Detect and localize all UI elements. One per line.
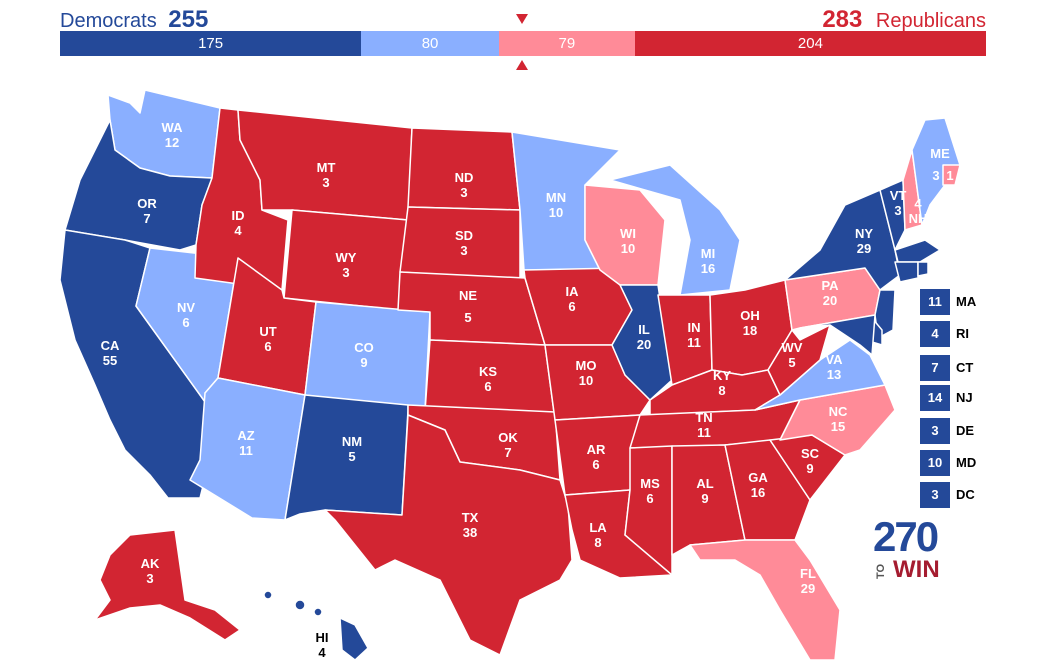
- democrats-label: Democrats 255: [60, 6, 208, 34]
- label-la: LA 8: [589, 520, 607, 550]
- small-state-abbr: DC: [956, 487, 975, 502]
- state-ct[interactable]: [894, 261, 919, 283]
- bar-lean-dem[interactable]: 80: [361, 31, 499, 56]
- label-ms: MS 6: [640, 476, 660, 506]
- republicans-label: 283 Republicans: [822, 6, 986, 34]
- state-hi-island-3[interactable]: [313, 607, 323, 617]
- results-header: Democrats 255 283 Republicans: [60, 4, 986, 34]
- label-il: IL 20: [637, 322, 651, 352]
- bar-safe-rep[interactable]: 204: [634, 31, 986, 56]
- state-md[interactable]: [799, 314, 876, 356]
- label-hi: HI 4: [316, 630, 329, 660]
- label-ky: KY 8: [713, 368, 731, 398]
- state-me-district-2[interactable]: [942, 164, 961, 186]
- label-wa: WA 12: [162, 120, 184, 150]
- democrats-total: 255: [168, 6, 209, 33]
- small-state-abbr: RI: [956, 326, 969, 341]
- label-ca: CA 55: [101, 338, 120, 368]
- label-ak: AK 3: [141, 556, 160, 586]
- label-mn: MN 10: [546, 190, 566, 220]
- label-ia: IA 6: [566, 284, 580, 314]
- label-co: CO 9: [354, 340, 374, 370]
- state-hi[interactable]: [339, 617, 369, 661]
- us-electoral-map: WA 12 OR 7 CA 55 NV 6 ID 4 MT 3 WY 3 UT 6 AZ 11 C…: [59, 89, 961, 661]
- label-az: AZ 11: [237, 428, 254, 458]
- 270towin-logo[interactable]: 270 TO WIN: [873, 516, 945, 582]
- label-tx: TX 38: [462, 510, 479, 540]
- logo-number: 270: [873, 513, 939, 560]
- label-al: AL 9: [696, 476, 713, 506]
- label-nm: NM 5: [342, 434, 362, 464]
- label-wv: WV 5: [782, 340, 803, 370]
- logo-to: TO: [875, 563, 887, 579]
- label-nv: NV 6: [177, 300, 195, 330]
- label-sd: SD 3: [455, 228, 473, 258]
- small-state-abbr: MA: [956, 294, 977, 309]
- label-ks: KS 6: [479, 364, 497, 394]
- label-nh: 4 NH: [909, 196, 928, 226]
- small-state-ev: 3: [920, 482, 950, 508]
- small-state-abbr: NJ: [956, 390, 973, 405]
- small-state-abbr: DE: [956, 423, 975, 438]
- label-me: ME 3: [930, 146, 950, 183]
- republicans-total: 283: [822, 6, 863, 33]
- label-mo: MO 10: [576, 358, 597, 388]
- label-pa: PA 20: [821, 278, 839, 308]
- label-ga: GA 16: [748, 470, 768, 500]
- logo-win: WIN: [893, 556, 940, 583]
- bar-safe-dem[interactable]: 175: [60, 31, 362, 56]
- state-ri[interactable]: [917, 261, 929, 277]
- bar-lean-rep[interactable]: 79: [498, 31, 635, 56]
- label-wy: WY 3: [336, 250, 357, 280]
- state-nj[interactable]: [874, 289, 896, 339]
- small-state-ev: 7: [920, 355, 950, 381]
- democrats-name: Democrats: [60, 10, 157, 32]
- state-ga[interactable]: [724, 439, 811, 541]
- label-vt: VT 3: [890, 188, 907, 218]
- label-ar: AR 6: [587, 442, 606, 472]
- label-me-district-2: 1: [946, 168, 953, 183]
- state-nm[interactable]: [284, 394, 409, 521]
- label-wi: WI 10: [620, 226, 636, 256]
- label-in: IN 11: [687, 320, 701, 350]
- label-fl: FL 29: [800, 566, 816, 596]
- small-state-ev: 14: [920, 385, 950, 411]
- small-state-ev: 3: [920, 418, 950, 444]
- majority-marker-top-icon: [516, 14, 528, 24]
- state-ms[interactable]: [624, 445, 673, 576]
- label-va: VA 13: [825, 352, 843, 382]
- small-state-ev: 11: [920, 289, 950, 315]
- label-ny: NY 29: [855, 226, 873, 256]
- state-ak[interactable]: [94, 529, 241, 641]
- label-nd: ND 3: [455, 170, 474, 200]
- state-hi-island-1[interactable]: [263, 590, 273, 600]
- label-sc: SC 9: [801, 446, 820, 476]
- label-id: ID 4: [232, 208, 245, 238]
- label-tn: TN 11: [695, 410, 712, 440]
- small-state-abbr: MD: [956, 455, 977, 470]
- label-ok: OK 7: [498, 430, 518, 460]
- label-nc: NC 15: [829, 404, 848, 434]
- majority-marker-bottom-icon: [516, 60, 528, 70]
- state-tx[interactable]: [324, 414, 573, 656]
- label-or: OR 7: [137, 196, 157, 226]
- state-ma[interactable]: [894, 239, 941, 263]
- label-mt: MT 3: [317, 160, 336, 190]
- small-state-ev: 10: [920, 450, 950, 476]
- small-state-ev: 4: [920, 321, 950, 347]
- state-hi-island-2[interactable]: [294, 599, 306, 611]
- label-mi: MI 16: [701, 246, 715, 276]
- label-oh: OH 18: [740, 308, 760, 338]
- republicans-name: Republicans: [875, 10, 986, 32]
- state-mi[interactable]: [609, 164, 741, 296]
- label-ne: NE 5: [459, 288, 477, 325]
- small-state-abbr: CT: [956, 360, 974, 375]
- state-fl[interactable]: [689, 539, 841, 661]
- electoral-vote-bar: 175 80 79 204: [60, 31, 986, 56]
- label-ut: UT 6: [259, 324, 276, 354]
